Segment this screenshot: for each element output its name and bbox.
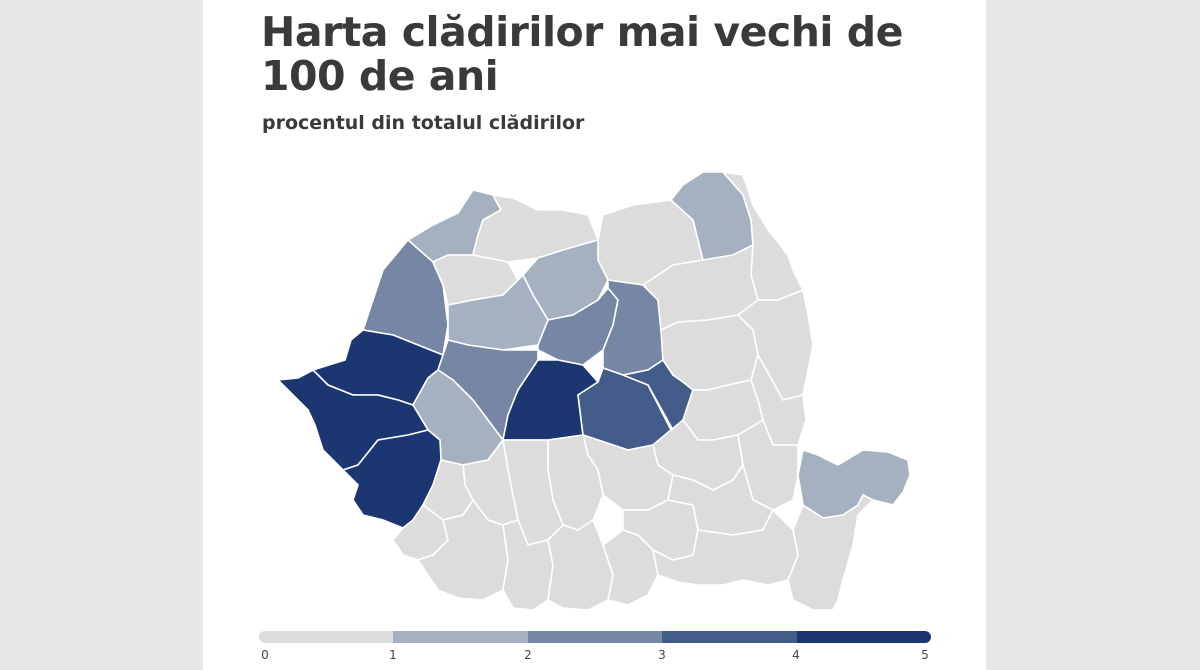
legend-bin-1-2 [393,631,528,643]
legend-tick-label: 2 [524,648,532,662]
legend-bin-0-1 [259,631,394,643]
region-vaslui[interactable]: Vaslui [737,289,814,401]
region-calarasi[interactable]: Călărași [652,509,799,586]
map-title: Harta clădirilor mai vechi de 100 de ani [261,8,903,100]
legend-tick-label: 0 [261,648,269,662]
romania-county-map: Satu Mare Maramureș Suceava Botoșani Bih… [277,171,911,611]
region-dolj[interactable]: Dolj [417,499,509,601]
legend-tick-label: 3 [658,648,666,662]
legend-tick-label: 4 [792,648,800,662]
map-subtitle: procentul din totalul clădirilor [262,112,585,134]
map-card: Harta clădirilor mai vechi de 100 de ani… [203,0,986,670]
color-scale-legend [259,631,931,643]
legend-bin-3-4 [662,631,797,643]
legend-tick-label: 5 [921,648,929,662]
legend-bin-4-5 [796,631,931,643]
legend-tick-label: 1 [389,648,397,662]
region-teleorman[interactable]: Teleorman [547,519,614,611]
legend-tick-labels: 0 1 2 3 4 5 [259,648,931,668]
legend-bin-2-3 [527,631,663,643]
